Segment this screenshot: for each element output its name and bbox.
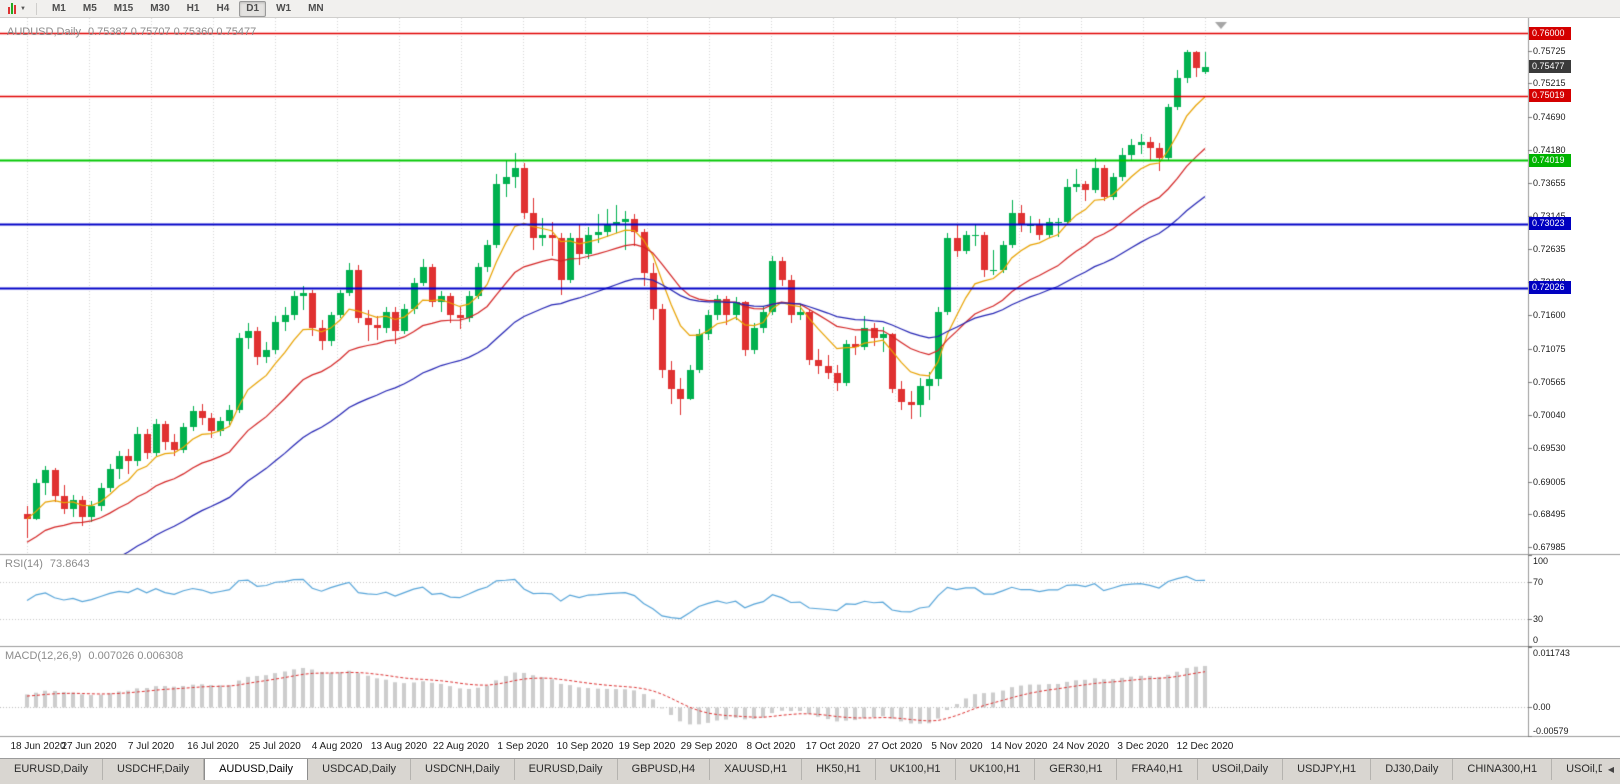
chart-tab-usdcnh-daily[interactable]: USDCNH,Daily (411, 759, 515, 780)
timeframe-toolbar: ▼ M1 M5 M15 M30 H1 H4 D1 W1 MN (0, 0, 1620, 18)
timeframe-button-mn[interactable]: MN (308, 2, 324, 14)
chart-tab-uk100-h1[interactable]: UK100,H1 (876, 759, 956, 780)
chart-tab-xauusd-h1[interactable]: XAUUSD,H1 (710, 759, 803, 780)
price-axis-label: 0.73145 (1533, 211, 1566, 222)
chart-tab-usdchf-daily[interactable]: USDCHF,Daily (103, 759, 205, 780)
chart-tab-dj30-daily[interactable]: DJ30,Daily (1371, 759, 1454, 780)
chart-tab-hk50-h1[interactable]: HK50,H1 (802, 759, 876, 780)
rsi-axis-label: 30 (1533, 613, 1544, 624)
chart-symbol-period: AUDUSD,Daily (7, 26, 81, 38)
price-chart-canvas[interactable] (0, 18, 1620, 758)
date-axis-label: 12 Dec 2020 (1176, 741, 1234, 752)
chart-tab-usoil-daily[interactable]: USOil,Daily (1198, 759, 1284, 780)
price-axis-label: 0.73655 (1533, 178, 1566, 189)
macd-axis-label: 0.011743 (1533, 648, 1570, 658)
date-axis-label: 13 Aug 2020 (370, 741, 428, 752)
chart-tab-usdcad-daily[interactable]: USDCAD,Daily (308, 759, 412, 780)
price-level-badge: 0.72026 (1529, 281, 1571, 295)
date-axis-label: 8 Oct 2020 (746, 741, 796, 752)
macd-indicator-label: MACD(12,26,9) 0.007026 0.006308 (5, 650, 183, 662)
date-axis-label: 5 Nov 2020 (931, 741, 983, 752)
date-axis-label: 14 Nov 2020 (990, 741, 1048, 752)
price-axis-label: 0.74690 (1533, 112, 1566, 123)
date-axis-label: 25 Jul 2020 (249, 741, 301, 752)
macd-value: 0.007026 0.006308 (88, 650, 184, 662)
candlestick-chart-icon[interactable] (8, 3, 16, 14)
timeframe-button-m1[interactable]: M1 (51, 2, 66, 14)
timeframe-button-d1[interactable]: D1 (239, 0, 267, 17)
timeframe-buttons-group: M1 M5 M15 M30 H1 H4 D1 W1 MN (45, 0, 334, 17)
price-axis-label: 0.71600 (1533, 310, 1566, 321)
rsi-axis-label: 70 (1533, 577, 1544, 588)
date-axis-label: 7 Jul 2020 (127, 741, 175, 752)
chart-tab-fra40-h1[interactable]: FRA40,H1 (1117, 759, 1198, 780)
macd-axis-label: 0.00 (1533, 701, 1551, 712)
price-axis-label: 0.69005 (1533, 476, 1566, 487)
date-axis-label: 3 Dec 2020 (1117, 741, 1169, 752)
date-axis-label: 4 Aug 2020 (311, 741, 363, 752)
timeframe-button-h4[interactable]: H4 (216, 2, 230, 14)
price-level-badge: 0.74019 (1529, 153, 1571, 167)
timeframe-button-h1[interactable]: H1 (186, 2, 200, 14)
date-axis-label: 29 Sep 2020 (680, 741, 738, 752)
chart-tab-eurusd-daily[interactable]: EURUSD,Daily (515, 759, 618, 780)
date-axis-label: 16 Jul 2020 (187, 741, 239, 752)
timeframe-button-m5[interactable]: M5 (82, 2, 97, 14)
price-axis-label: 0.71075 (1533, 343, 1566, 354)
chart-tab-china300-h1[interactable]: CHINA300,H1 (1453, 759, 1553, 780)
price-axis-label: 0.75215 (1533, 78, 1566, 89)
date-axis-label: 17 Oct 2020 (805, 741, 861, 752)
date-axis-label: 1 Sep 2020 (497, 741, 549, 752)
date-axis-label: 24 Nov 2020 (1052, 741, 1110, 752)
chart-tabs-bar: EURUSD,Daily USDCHF,Daily AUDUSD,Daily USDC… (0, 758, 1620, 784)
date-axis-label: 10 Sep 2020 (556, 741, 614, 752)
timeframe-button-m30[interactable]: M30 (150, 2, 170, 14)
rsi-axis-label: 100 (1533, 556, 1549, 566)
price-axis-label: 0.67985 (1533, 542, 1566, 552)
date-axis-label: 22 Aug 2020 (432, 741, 490, 752)
chart-tab-eurusd-daily[interactable]: EURUSD,Daily (0, 759, 103, 780)
price-axis-label: 0.75725 (1533, 45, 1566, 56)
chart-tab-audusd-daily[interactable]: AUDUSD,Daily (204, 759, 309, 780)
date-axis-label: 27 Jun 2020 (61, 741, 117, 752)
rsi-axis-label: 0 (1533, 635, 1539, 645)
date-axis-label: 19 Sep 2020 (618, 741, 676, 752)
price-axis-label: 0.68495 (1533, 509, 1566, 520)
chart-tabs-list: EURUSD,Daily USDCHF,Daily AUDUSD,Daily USDC… (0, 759, 1620, 780)
chart-tab-usdjpy-h1[interactable]: USDJPY,H1 (1283, 759, 1372, 780)
price-axis-label: 0.72635 (1533, 243, 1566, 254)
timeframe-button-m15[interactable]: M15 (113, 2, 134, 14)
price-axis-label: 0.70565 (1533, 376, 1566, 387)
date-axis-label: 18 Jun 2020 (10, 741, 66, 752)
chart-ohlc-values: 0.75387 0.75707 0.75360 0.75477 (87, 26, 257, 38)
price-axis-label: 0.69530 (1533, 442, 1566, 453)
tab-scroll-icon[interactable]: ◀ (1602, 762, 1620, 778)
macd-title: MACD(12,26,9) (5, 650, 82, 662)
chart-type-dropdown-icon[interactable]: ▼ (20, 5, 26, 12)
chart-tab-ger30-h1[interactable]: GER30,H1 (1035, 759, 1118, 780)
timeframe-button-w1[interactable]: W1 (276, 2, 292, 14)
chart-tab-gbpusd-h4[interactable]: GBPUSD,H4 (618, 759, 711, 780)
macd-axis-label: -0.00579 (1533, 726, 1569, 736)
rsi-indicator-label: RSI(14) 73.8643 (5, 558, 90, 570)
current-price-badge: 0.75477 (1529, 60, 1571, 74)
rsi-title: RSI(14) (5, 558, 43, 570)
chart-tab-uk100-h1[interactable]: UK100,H1 (956, 759, 1036, 780)
rsi-value: 73.8643 (49, 558, 90, 570)
price-level-badge: 0.75019 (1529, 89, 1571, 103)
price-axis-label: 0.70040 (1533, 410, 1566, 421)
price-axis-label: 0.74180 (1533, 144, 1566, 155)
price-level-badge: 0.73023 (1529, 217, 1571, 231)
chart-area: AUDUSD,Daily 0.75387 0.75707 0.75360 0.75… (0, 18, 1620, 758)
chart-title: AUDUSD,Daily 0.75387 0.75707 0.75360 0.75… (7, 26, 256, 38)
price-level-badge: 0.76000 (1529, 26, 1571, 40)
date-axis-label: 27 Oct 2020 (867, 741, 923, 752)
toolbar-separator (35, 2, 37, 15)
